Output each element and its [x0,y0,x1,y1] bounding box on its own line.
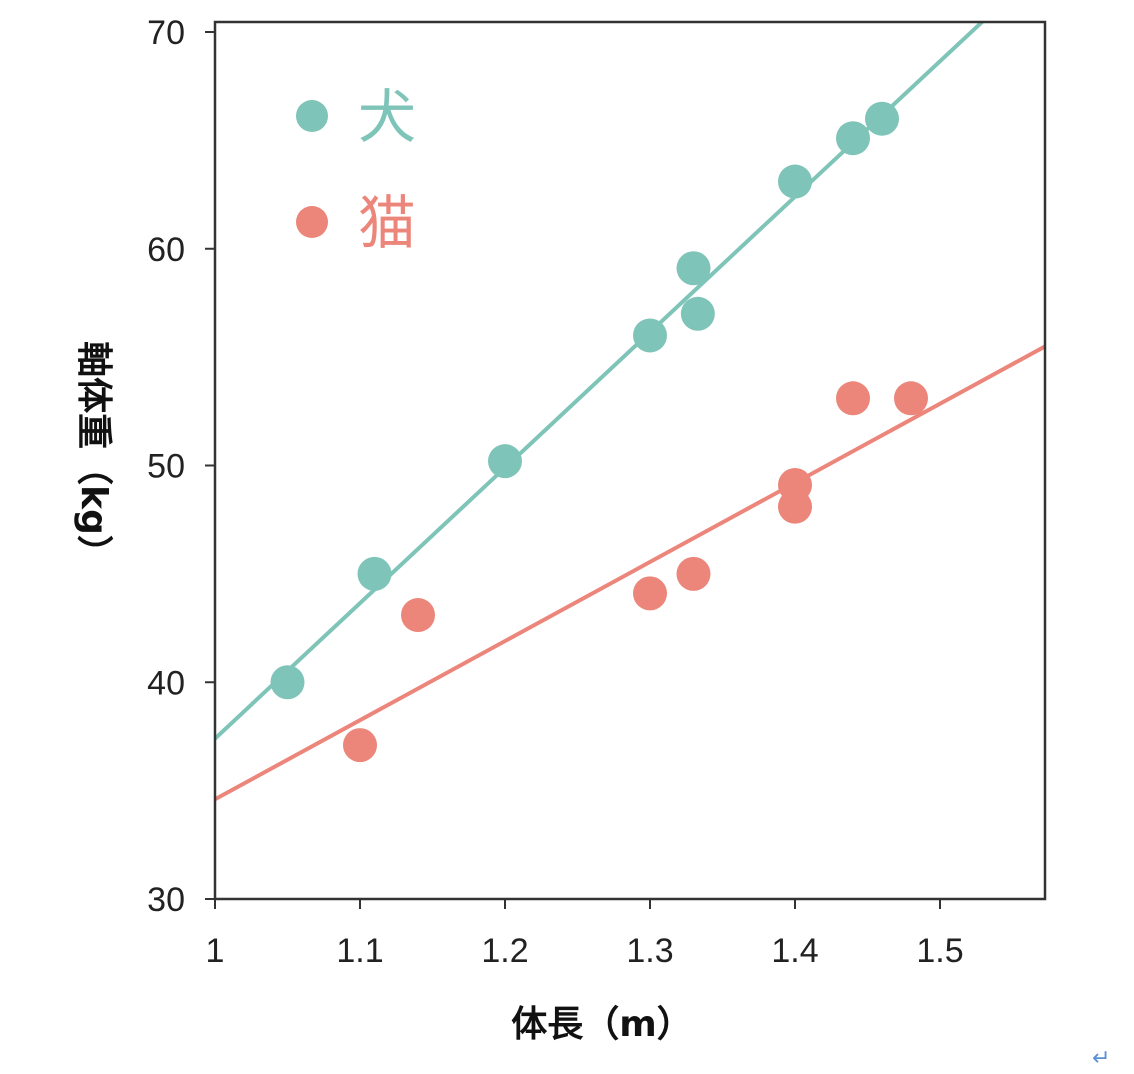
data-point-0-3 [633,318,667,353]
x-tick-label: 1.2 [481,932,528,970]
y-tick-label: 30 [147,881,185,919]
trend-line-0 [215,22,985,741]
y-tick-label: 40 [147,664,185,702]
y-tick-label: 60 [147,231,185,269]
legend: 犬猫 [296,83,416,257]
legend-label-1: 猫 [358,189,416,257]
data-point-0-8 [865,101,899,136]
legend-marker-1 [296,206,328,238]
data-point-1-7 [894,381,928,416]
x-axis-title: 体長（m） [511,1004,693,1045]
y-tick-label: 70 [147,14,185,52]
y-axis-title: 軸体重（kg） [73,341,114,571]
data-point-1-2 [633,576,667,611]
x-tick-label: 1.1 [336,932,383,970]
data-points [270,101,928,763]
data-point-0-0 [270,665,305,700]
data-point-1-5 [778,489,812,524]
data-point-0-5 [680,296,715,331]
x-tick-label: 1.5 [916,932,963,970]
x-axis-ticks: 1 1.1 1.2 1.3 1.4 1.5 [206,899,964,970]
plot-frame [213,20,1047,901]
y-tick-label: 50 [147,448,185,486]
x-tick-label: 1.3 [626,932,673,970]
data-point-1-1 [401,598,435,633]
data-point-1-0 [343,728,377,763]
data-point-0-6 [778,164,812,199]
data-point-0-2 [488,444,522,479]
y-axis-ticks: 30 40 50 60 70 [147,14,215,919]
trend-line-1 [215,344,1045,802]
legend-marker-0 [296,100,328,132]
data-point-1-6 [836,381,870,416]
return-icon: ↵ [1092,1046,1111,1071]
data-point-1-3 [676,556,711,591]
data-point-0-1 [357,556,392,591]
x-tick-label: 1.4 [771,932,818,970]
data-point-0-4 [676,251,711,286]
x-tick-label: 1 [206,932,225,970]
legend-label-0: 犬 [358,83,416,151]
data-point-0-7 [836,121,870,156]
trend-lines [215,22,1045,802]
